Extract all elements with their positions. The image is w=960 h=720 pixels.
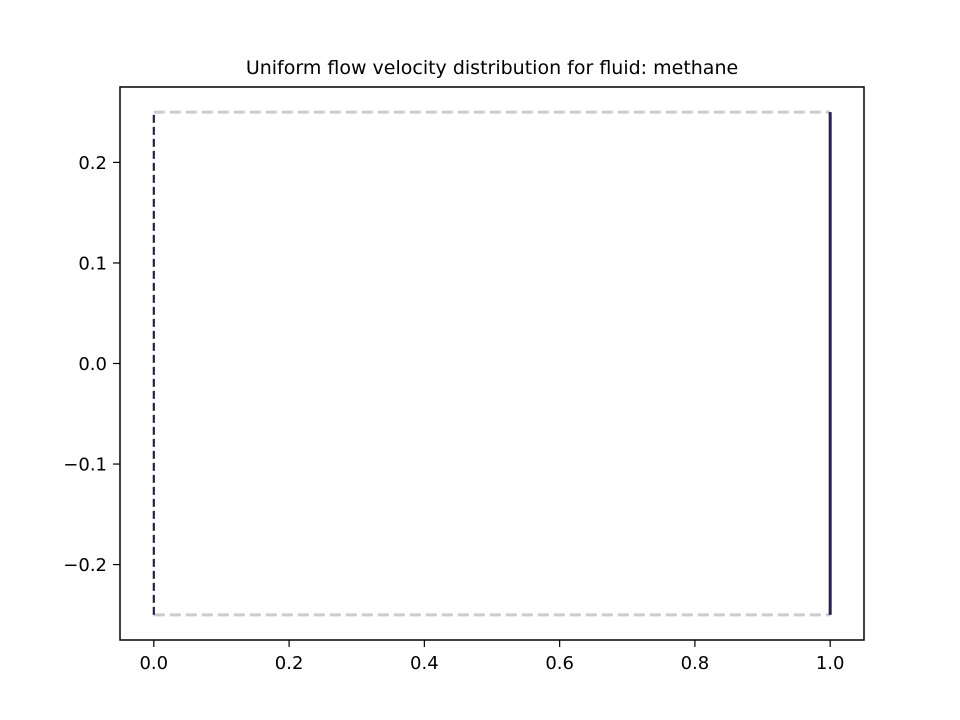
y-tick-label: 0.2 (78, 153, 107, 174)
x-tick-label: 0.8 (681, 653, 710, 674)
x-tick-label: 0.4 (410, 653, 439, 674)
x-axis-ticks: 0.0 0.2 0.4 0.6 0.8 1.0 (139, 640, 845, 674)
y-tick-label: 0.0 (78, 354, 107, 375)
chart-title: Uniform flow velocity distribution for f… (246, 57, 738, 79)
x-tick-label: 0.0 (139, 653, 168, 674)
y-tick-label: −0.2 (63, 555, 107, 576)
series-layer (152, 110, 832, 617)
y-tick-label: 0.1 (78, 253, 107, 274)
y-axis-ticks: −0.2 −0.1 0.0 0.1 0.2 (63, 153, 120, 576)
x-tick-label: 0.2 (275, 653, 304, 674)
x-tick-label: 0.6 (545, 653, 574, 674)
x-tick-label: 1.0 (816, 653, 845, 674)
plot-area-frame (119, 86, 865, 641)
y-tick-label: −0.1 (63, 455, 107, 476)
